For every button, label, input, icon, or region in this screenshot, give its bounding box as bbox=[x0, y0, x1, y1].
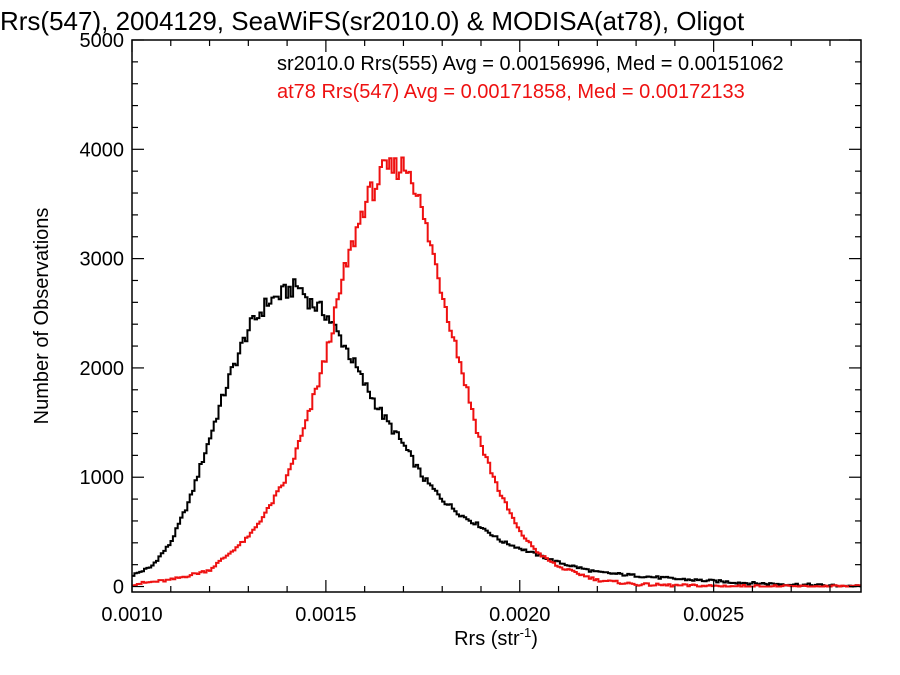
legend-entry-at78: at78 Rrs(547) Avg = 0.00171858, Med = 0.… bbox=[277, 81, 745, 103]
chart-title: Rrs(547), 2004129, SeaWiFS(sr2010.0) & M… bbox=[0, 6, 745, 36]
series-line-1 bbox=[132, 278, 862, 588]
y-tick-label: 5000 bbox=[80, 30, 125, 52]
y-axis-label: Number of Observations bbox=[31, 208, 53, 425]
y-tick-label: 2000 bbox=[80, 358, 125, 380]
legend-entry-sr2010: sr2010.0 Rrs(555) Avg = 0.00156996, Med … bbox=[277, 53, 784, 75]
x-tick-label: 0.0020 bbox=[489, 604, 550, 626]
x-tick-label: 0.0010 bbox=[101, 604, 162, 626]
plot-series bbox=[132, 156, 862, 588]
y-tick-label: 1000 bbox=[80, 467, 125, 489]
axis-ticks: 0.0010 0.0015 0.0020 0.0025 0 1000 2000 3000 400… bbox=[80, 30, 861, 626]
y-tick-label: 3000 bbox=[80, 249, 125, 271]
y-tick-label: 0 bbox=[113, 577, 124, 599]
x-tick-label: 0.0015 bbox=[295, 604, 356, 626]
series-line-2 bbox=[132, 156, 862, 588]
x-axis-label: Rrs (str-1) bbox=[454, 625, 538, 650]
plot-frame bbox=[131, 39, 862, 593]
legend: sr2010.0 Rrs(555) Avg = 0.00156996, Med … bbox=[277, 53, 784, 103]
x-tick-label: 0.0025 bbox=[683, 604, 744, 626]
y-tick-label: 4000 bbox=[80, 139, 125, 161]
